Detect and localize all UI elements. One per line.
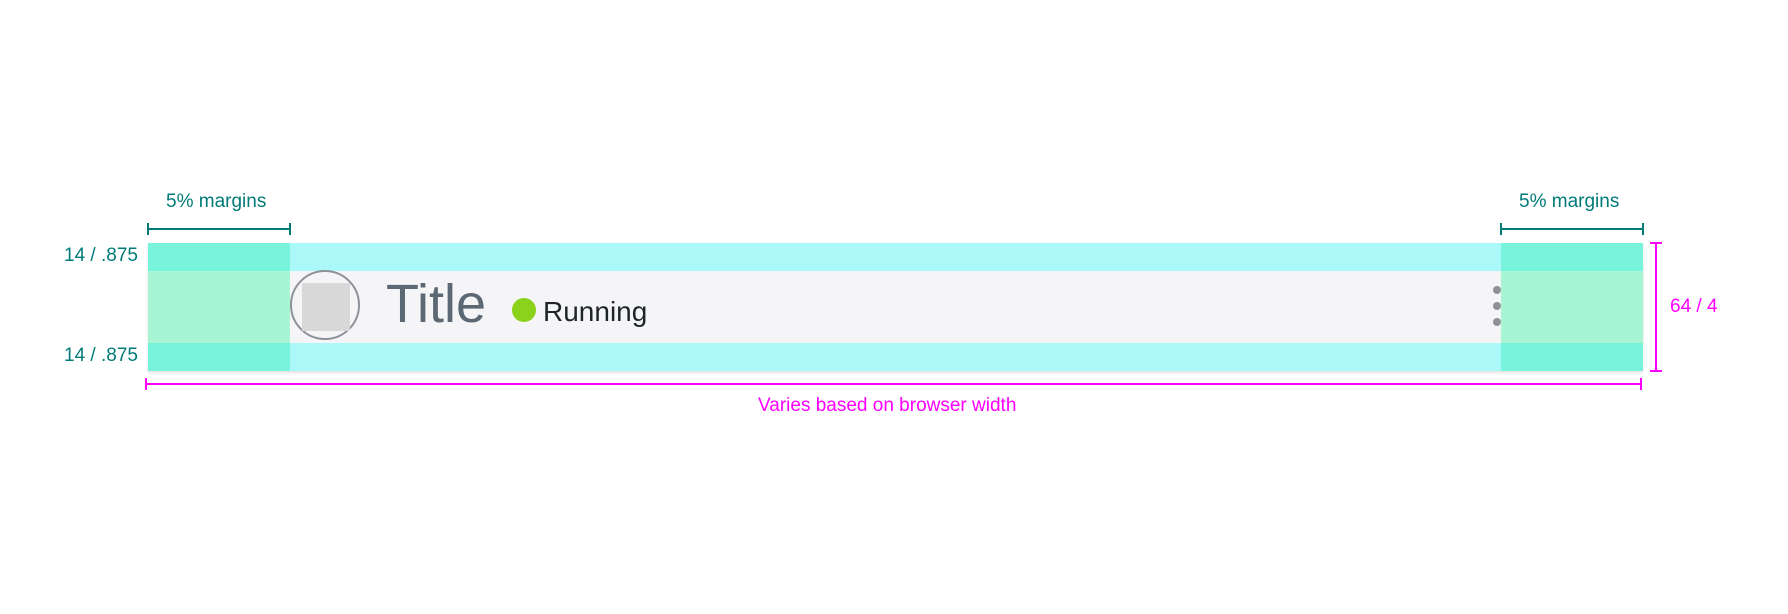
- top-padding-label: 14 / .875: [64, 245, 138, 266]
- status-dot-icon: [512, 298, 536, 322]
- right-margin-content-zone: [1501, 271, 1643, 343]
- height-bracket: [1650, 242, 1662, 372]
- left-margin-content-zone: [148, 271, 290, 343]
- header-bar: Title Running: [148, 243, 1643, 371]
- height-label: 64 / 4: [1670, 296, 1718, 317]
- right-margin-bracket: [1500, 223, 1644, 235]
- right-margin-zone: [1501, 243, 1643, 371]
- avatar-placeholder-icon: [290, 270, 360, 340]
- width-bracket: [145, 378, 1642, 390]
- page-title: Title: [386, 274, 487, 334]
- header-content-row: Title Running: [290, 270, 1502, 343]
- left-margin-bracket: [147, 223, 291, 235]
- status-label: Running: [543, 296, 648, 327]
- kebab-menu-icon[interactable]: [1492, 286, 1502, 328]
- left-margin-label: 5% margins: [166, 191, 267, 212]
- bottom-padding-label: 14 / .875: [64, 345, 138, 366]
- width-label: Varies based on browser width: [758, 395, 1017, 416]
- right-margin-label: 5% margins: [1519, 191, 1620, 212]
- left-margin-zone: [148, 243, 290, 371]
- kebab-dot: [1493, 302, 1501, 310]
- kebab-dot: [1493, 286, 1501, 294]
- kebab-dot: [1493, 318, 1501, 326]
- avatar-image-placeholder: [302, 283, 350, 331]
